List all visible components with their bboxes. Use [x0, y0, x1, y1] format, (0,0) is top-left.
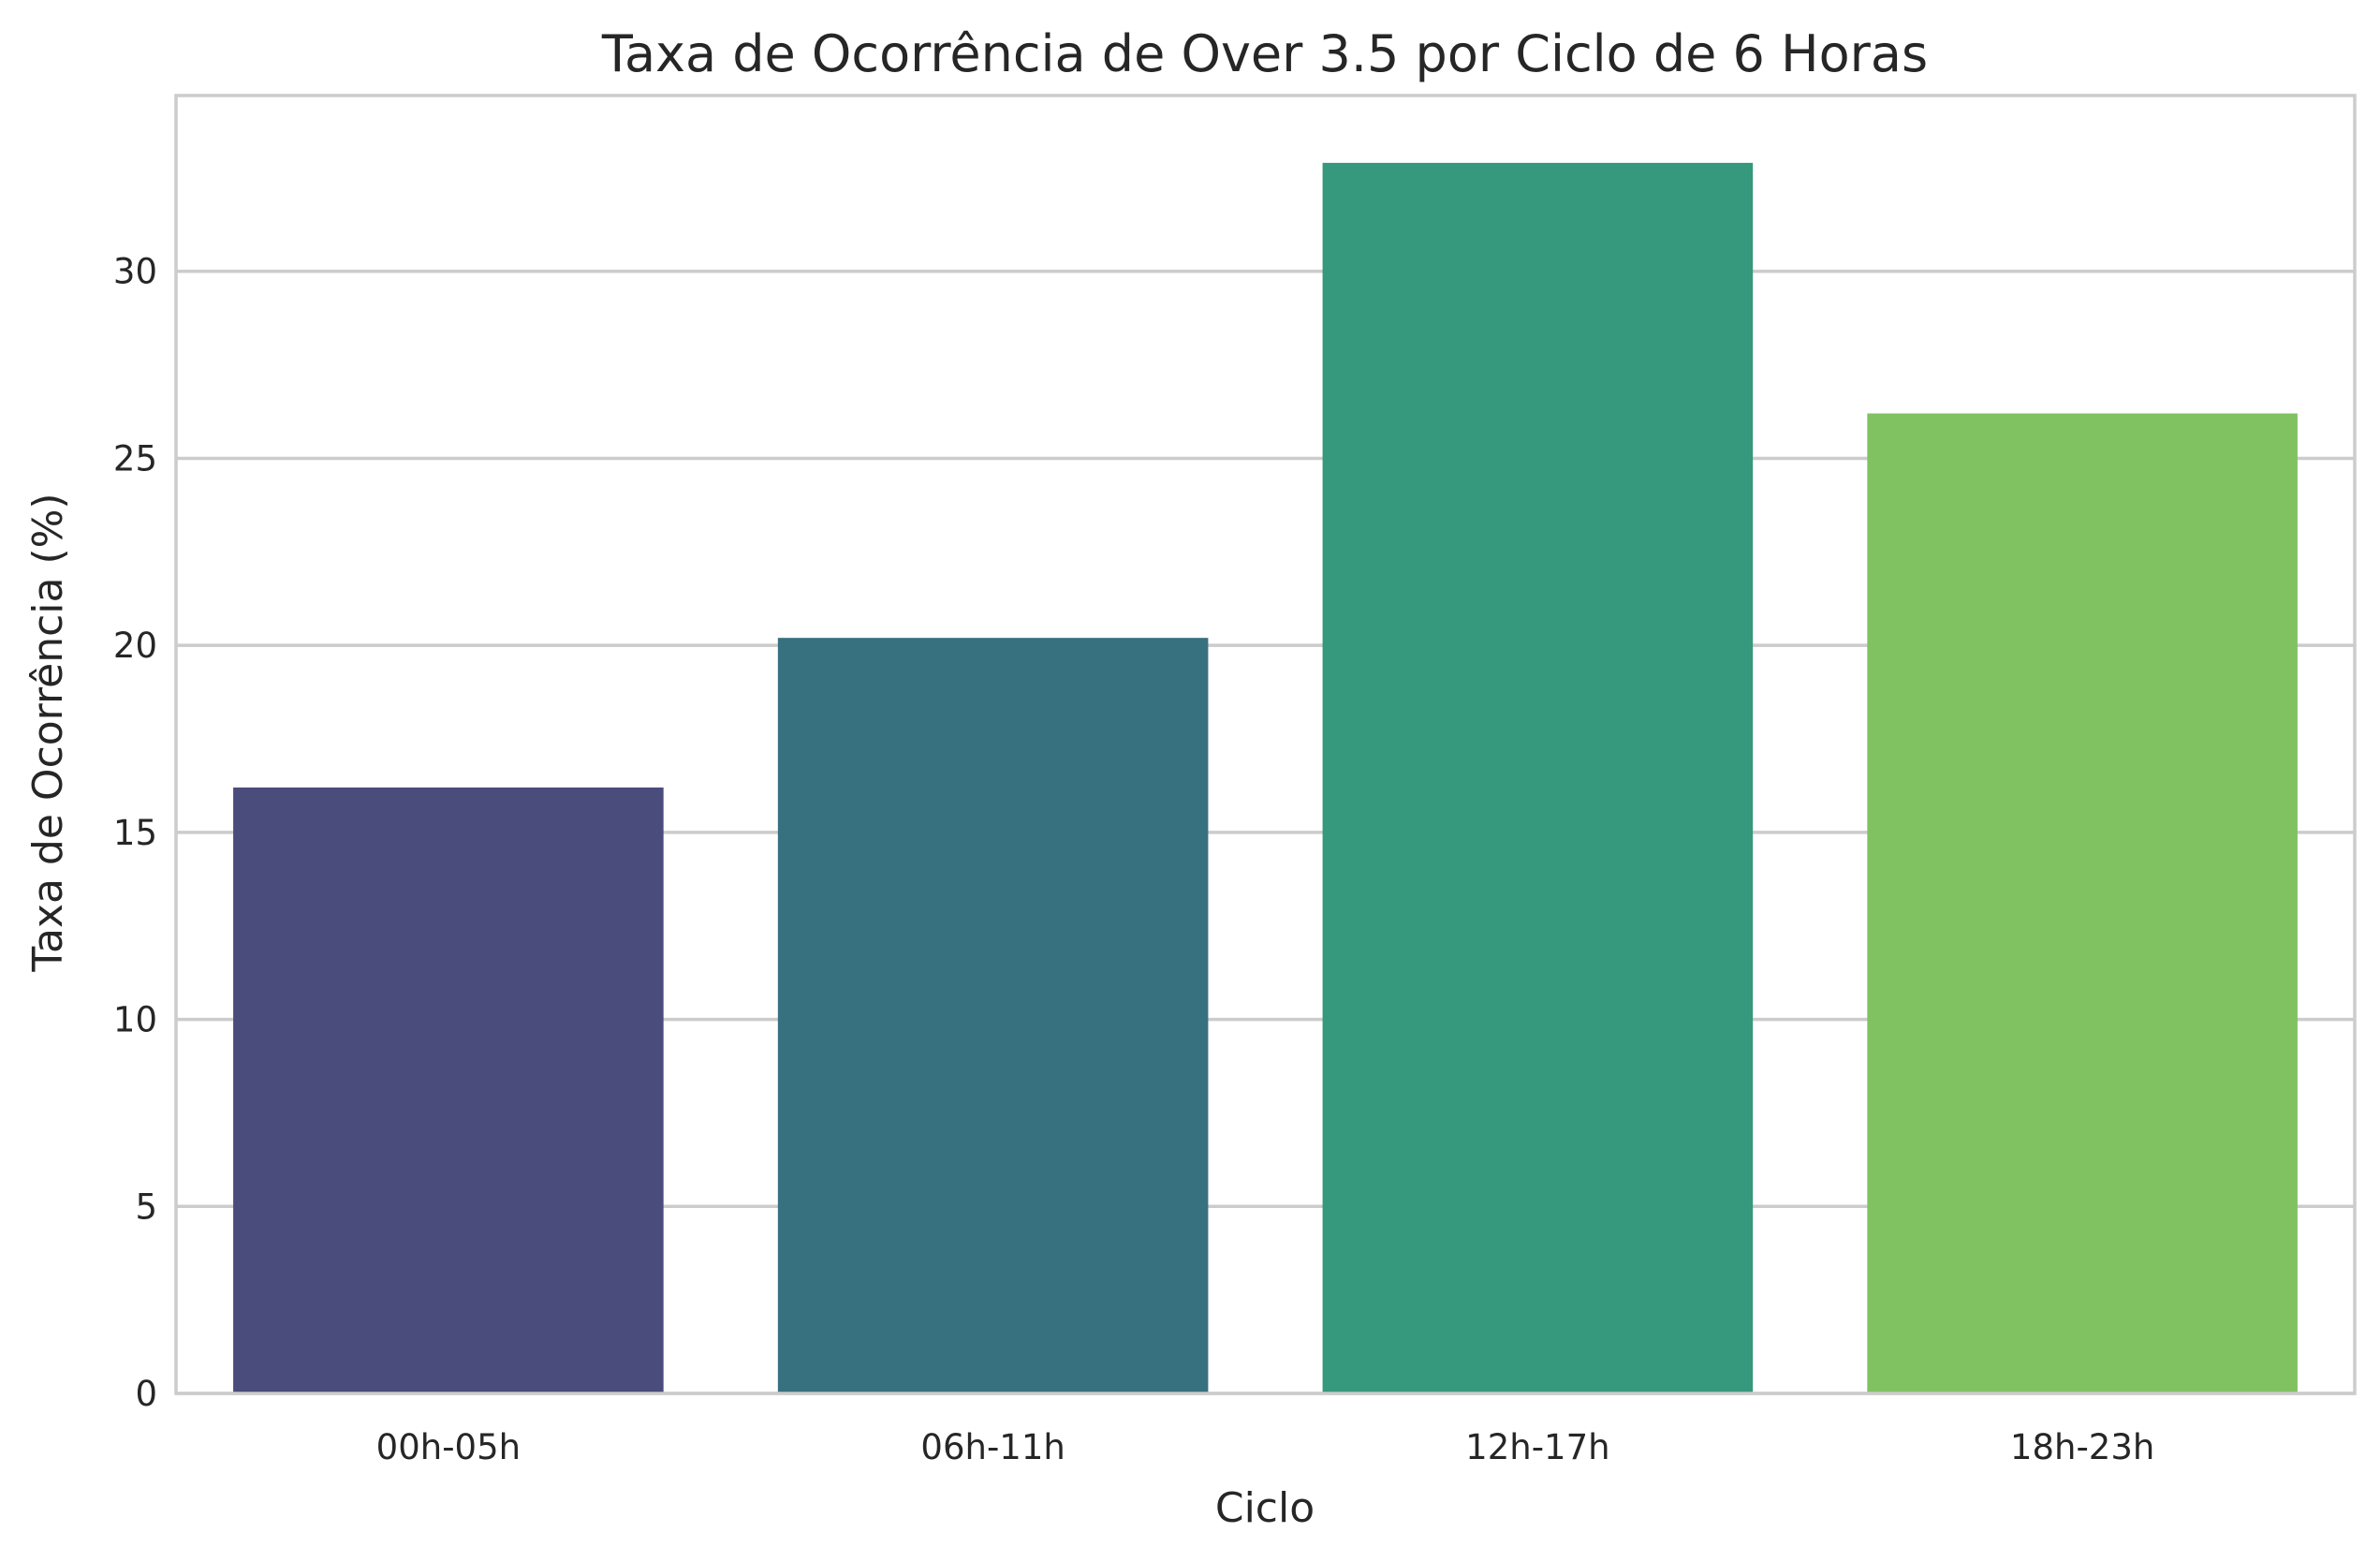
- y-tick-label: 10: [113, 1000, 157, 1040]
- plot-frame: [174, 94, 2357, 1395]
- y-tick-label: 30: [113, 252, 157, 292]
- y-tick-label: 25: [113, 438, 157, 479]
- x-tick-labels: 00h-05h 06h-11h 12h-17h 18h-23h: [376, 1427, 2155, 1467]
- y-tick-label: 5: [135, 1186, 157, 1227]
- x-tick-label: 12h-17h: [1465, 1427, 1609, 1467]
- y-axis-label: Taxa de Ocorrência (%): [24, 493, 72, 972]
- y-tick-labels: 0 5 10 15 20 25 30: [113, 252, 157, 1414]
- y-tick-label: 15: [113, 813, 157, 853]
- bars: [233, 162, 2298, 1394]
- y-tick-label: 0: [135, 1374, 157, 1414]
- bar-18h-23h: [1867, 413, 2298, 1393]
- x-tick-label: 18h-23h: [2010, 1427, 2154, 1467]
- bar-00h-05h: [233, 787, 664, 1393]
- x-tick-label: 06h-11h: [920, 1427, 1065, 1467]
- x-tick-label: 00h-05h: [376, 1427, 521, 1467]
- chart-title: Taxa de Ocorrência de Over 3.5 por Ciclo…: [601, 24, 1928, 83]
- x-axis-label: Ciclo: [1215, 1484, 1315, 1532]
- bar-12h-17h: [1322, 162, 1754, 1394]
- y-tick-label: 20: [113, 626, 157, 666]
- bar-06h-11h: [777, 638, 1209, 1393]
